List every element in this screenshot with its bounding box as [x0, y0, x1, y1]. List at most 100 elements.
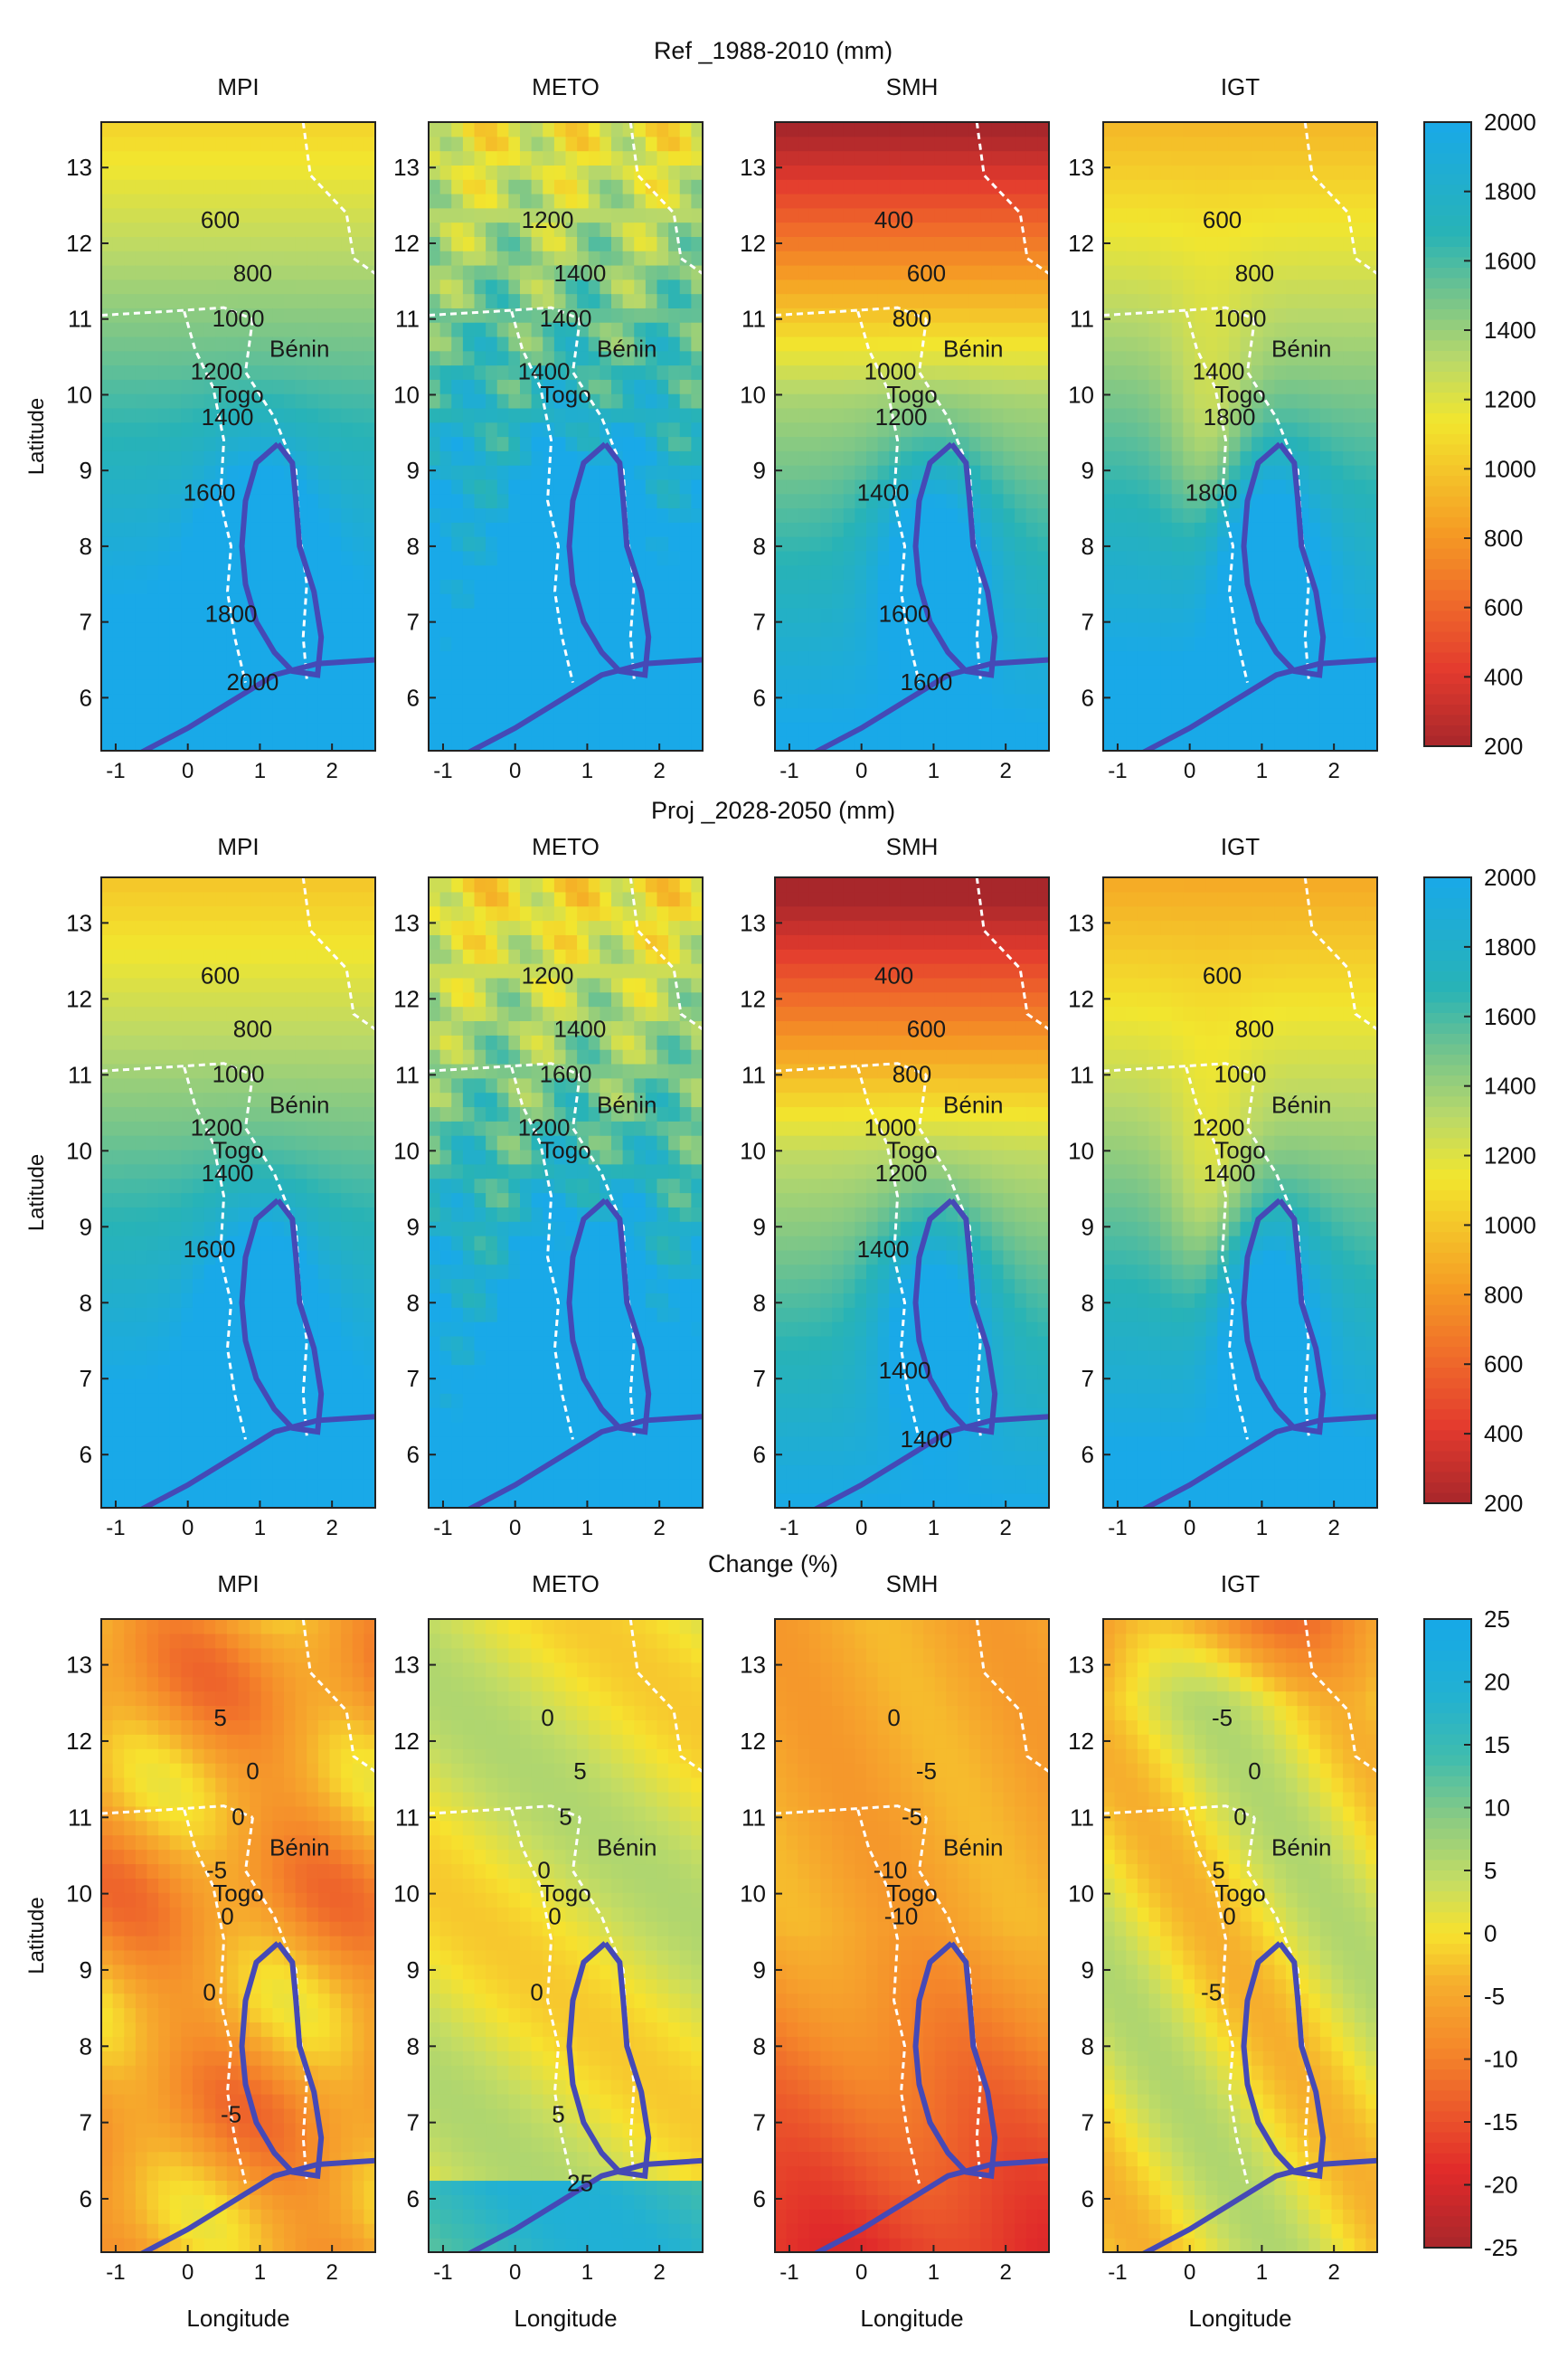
- river-basin-outline: [239, 441, 325, 678]
- y-tick-label: 10: [1068, 1880, 1094, 1908]
- country-label-benin: Bénin: [269, 1833, 330, 1861]
- x-tick-label: 0: [182, 759, 194, 783]
- y-tick-label: 9: [80, 1213, 92, 1240]
- contour-label: 1400: [202, 1160, 254, 1187]
- contour-label: 1600: [901, 668, 953, 696]
- country-border: [183, 1809, 247, 2184]
- x-tick-label: 0: [855, 759, 867, 783]
- colorbar-tick-label: 200: [1484, 733, 1523, 760]
- contour-label: 0: [530, 1979, 543, 2006]
- river-basin-outline: [566, 441, 652, 678]
- contour-label: 0: [1248, 1757, 1261, 1785]
- y-tick-label: 10: [393, 381, 420, 408]
- y-tick-label: 12: [393, 985, 420, 1012]
- contour-label: 2000: [227, 668, 279, 696]
- panel-title: SMH: [886, 1570, 939, 1597]
- axes-frame: [774, 121, 1050, 752]
- y-tick-label: 11: [1070, 306, 1094, 333]
- x-tick-label: 1: [254, 1516, 266, 1540]
- y-tick-label: 12: [740, 985, 766, 1012]
- boundaries: [429, 1619, 703, 2252]
- x-tick-label: -1: [779, 2260, 798, 2285]
- x-axis-label: Longitude: [514, 2305, 617, 2332]
- y-tick-label: 11: [68, 306, 92, 333]
- river-basin-outline: [912, 1941, 998, 2180]
- river-basin-outline: [912, 1198, 998, 1435]
- y-tick-label: 6: [80, 1441, 92, 1468]
- x-tick-label: -1: [433, 759, 452, 783]
- contour-label: 0: [548, 1902, 561, 1929]
- y-tick-label: 8: [1082, 1289, 1094, 1316]
- y-tick-label: 8: [753, 1289, 766, 1316]
- coastline: [1140, 1414, 1377, 1508]
- x-tick-label: 0: [509, 1516, 521, 1540]
- boundaries: [101, 1619, 375, 2252]
- country-border: [510, 310, 574, 683]
- y-tick-label: 11: [68, 1061, 92, 1088]
- country-label-togo: Togo: [1214, 1880, 1265, 1907]
- river-basin-outline: [1241, 1941, 1327, 2180]
- contour-label: 400: [874, 206, 913, 233]
- contour-label: 1800: [205, 601, 258, 628]
- row-title: Proj _2028-2050 (mm): [651, 797, 895, 824]
- y-tick-label: 9: [1082, 1213, 1094, 1240]
- contour-field: [101, 877, 375, 1508]
- y-tick-label: 13: [1068, 154, 1094, 181]
- colorbar-tick-label: 400: [1484, 663, 1523, 690]
- x-tick-label: -1: [1108, 2260, 1127, 2285]
- y-tick-label: 9: [407, 1956, 420, 1984]
- contour-field: [775, 877, 1049, 1508]
- axes-frame: [428, 1618, 704, 2253]
- colorbar-tick-label: 1600: [1484, 1003, 1536, 1030]
- y-tick-label: 7: [1082, 2109, 1094, 2136]
- y-tick-label: 11: [1070, 1804, 1094, 1831]
- country-border: [975, 877, 1049, 1031]
- country-label-benin: Bénin: [1271, 1833, 1332, 1861]
- river-basin-outline: [239, 1198, 325, 1435]
- x-tick-label: 0: [1184, 2260, 1195, 2285]
- axes-frame: [774, 876, 1050, 1509]
- colorbar-tick-label: -15: [1484, 2108, 1518, 2135]
- y-tick-label: 7: [80, 609, 92, 636]
- y-tick-label: 13: [740, 154, 766, 181]
- y-tick-label: 11: [741, 306, 766, 333]
- contour-label: 1200: [875, 403, 928, 431]
- country-label-togo: Togo: [886, 1137, 937, 1164]
- y-tick-label: 6: [407, 1441, 420, 1468]
- colorbar-tick-label: 1800: [1484, 178, 1536, 205]
- y-tick-label: 8: [407, 1289, 420, 1316]
- y-tick-label: 9: [80, 1956, 92, 1984]
- y-tick-label: 6: [1082, 1441, 1094, 1468]
- coastline: [466, 657, 703, 751]
- y-tick-label: 6: [1082, 2185, 1094, 2212]
- y-tick-label: 13: [66, 909, 92, 936]
- country-label-togo: Togo: [213, 1880, 263, 1907]
- y-tick-label: 10: [1068, 381, 1094, 408]
- contour-label: 1400: [879, 1357, 931, 1384]
- coastline: [466, 2157, 703, 2252]
- y-tick-label: 9: [1082, 1956, 1094, 1984]
- contour-label: 600: [907, 1015, 946, 1042]
- y-tick-label: 11: [395, 1061, 420, 1088]
- contour-label: 0: [221, 1902, 233, 1929]
- x-tick-label: 0: [509, 759, 521, 783]
- contour-field: [429, 877, 703, 1508]
- colorbar-tick-label: 600: [1484, 1350, 1523, 1378]
- country-border: [856, 1809, 921, 2184]
- colorbar-tick-label: 400: [1484, 1420, 1523, 1447]
- contour-label: -5: [902, 1804, 922, 1831]
- contour-field: [1103, 122, 1377, 751]
- colorbar: 2000 1800 1600 1400 1200 1000 800 600 400 200: [1423, 864, 1536, 1517]
- colorbar-tick-label: 1200: [1484, 1142, 1536, 1170]
- colorbar-tick-label: 1000: [1484, 455, 1536, 482]
- contour-label: 1200: [522, 206, 574, 233]
- y-tick-label: 9: [407, 1213, 420, 1240]
- contour-label: 1600: [879, 601, 931, 628]
- y-tick-label: 6: [753, 1441, 766, 1468]
- y-tick-label: 9: [753, 1956, 766, 1984]
